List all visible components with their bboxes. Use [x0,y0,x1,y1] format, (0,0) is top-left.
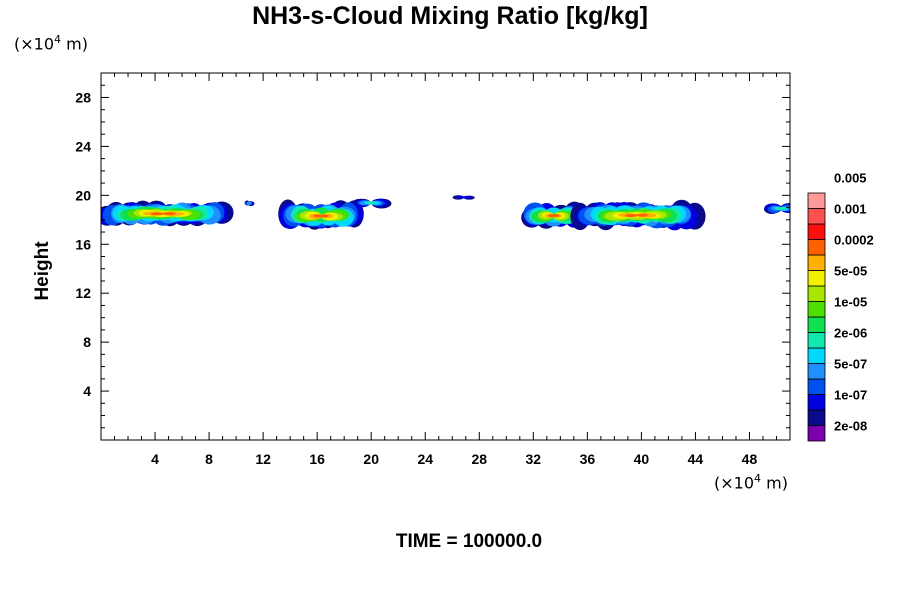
x-tick-label: 48 [742,451,758,467]
y-axis-unit: (×104 m) [14,33,88,54]
x-tick-label: 28 [471,451,487,467]
colorbar-swatch [807,394,826,411]
colorbar-swatch [807,239,826,256]
colorbar-label: 0.001 [834,202,867,217]
colorbar-swatch [807,208,826,225]
colorbar-swatch [807,347,826,364]
colorbar-label: 5e-07 [834,357,867,372]
colorbar-swatch [807,378,826,395]
colorbar-swatch [807,285,826,302]
plot-frame [100,72,791,441]
y-tick-label: 20 [75,187,91,203]
x-tick-label: 20 [363,451,379,467]
colorbar-label: 0.005 [834,171,867,186]
y-tick-label: 4 [83,383,91,399]
chart-title: NH3-s-Cloud Mixing Ratio [kg/kg] [252,2,648,30]
colorbar-swatch [807,316,826,333]
colorbar-label: 2e-06 [834,326,867,341]
cloud-cell [366,201,372,205]
cloud-cell [636,213,648,217]
colorbar-swatch [807,254,826,271]
y-tick-label: 28 [75,89,91,105]
x-axis-unit: (×104 m) [714,472,788,493]
colorbar-label: 5e-05 [834,264,867,279]
colorbar-swatch [807,270,826,287]
cloud-field [101,195,790,231]
cloud-cell [779,207,786,211]
y-tick-label: 12 [75,285,91,301]
colorbar-swatch [807,363,826,380]
cloud-cell [462,195,472,199]
colorbar-swatch [807,301,826,318]
cloud-cell [247,201,252,205]
x-tick-label: 16 [309,451,325,467]
colorbar-label: 2e-08 [834,419,867,434]
colorbar-swatch [807,332,826,349]
y-tick-label: 24 [75,138,91,154]
x-tick-label: 12 [255,451,271,467]
colorbar: 2e-08 1e-07 5e-07 2e-06 1e-05 5e-05 0.0002 0.00… [807,171,874,442]
cloud-cell [162,212,176,216]
cloud-cell [313,214,323,218]
x-tick-label: 40 [634,451,650,467]
x-tick-label: 24 [417,451,433,467]
colorbar-label: 0.0002 [834,233,874,248]
colorbar-swatch [807,409,826,426]
cloud-cell [150,212,164,216]
x-tick-label: 8 [205,451,213,467]
cloud-cell [457,195,465,199]
cloud-cell [625,213,638,217]
cloud-cell [320,214,329,218]
x-tick-label: 32 [526,451,542,467]
cloud-cell [370,201,376,205]
x-tick-label: 44 [688,451,704,467]
y-tick-label: 8 [83,334,91,350]
y-tick-label: 16 [75,236,91,252]
x-tick-label: 36 [580,451,596,467]
colorbar-label: 1e-05 [834,295,867,310]
colorbar-swatch [807,192,826,209]
colorbar-label: 1e-07 [834,388,867,403]
colorbar-swatch [807,425,826,442]
time-label: TIME = 100000.0 [395,531,543,552]
colorbar-swatch [807,223,826,240]
cloud-cell [552,214,560,218]
x-tick-label: 4 [151,451,159,467]
